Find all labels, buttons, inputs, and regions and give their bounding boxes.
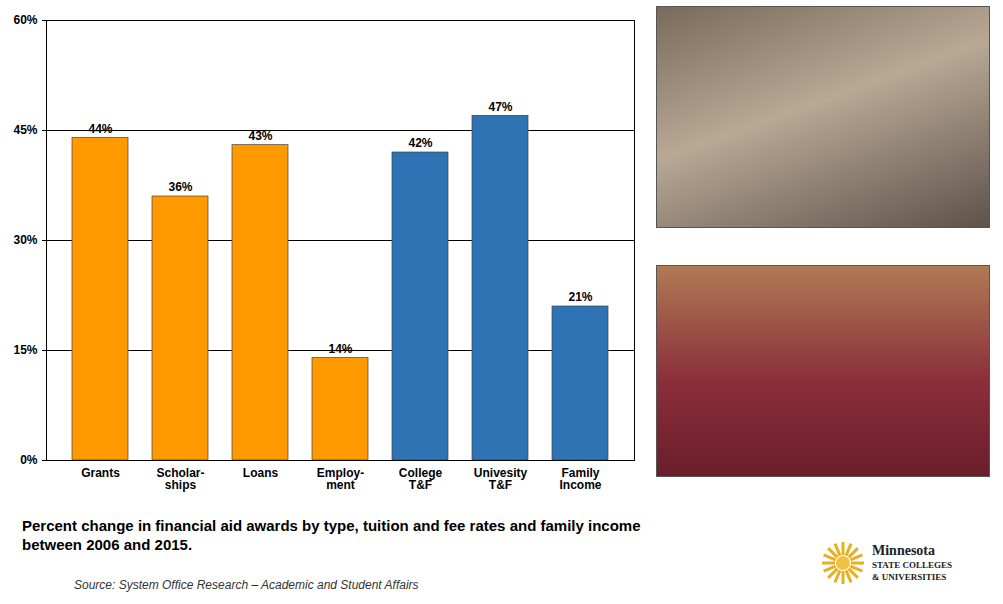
svg-text:UnivesityT&F: UnivesityT&F xyxy=(474,466,528,492)
svg-text:Grants: Grants xyxy=(81,466,120,480)
html-text:Percent change in financial ai: Percent change in financial aid awards b… xyxy=(22,517,641,553)
svg-text:Loans: Loans xyxy=(243,466,279,480)
html-text:Minnesota: Minnesota xyxy=(872,543,935,558)
svg-text:36%: 36% xyxy=(168,180,192,194)
svg-text:42%: 42% xyxy=(408,136,432,150)
svg-text:47%: 47% xyxy=(488,100,512,114)
svg-text:0%: 0% xyxy=(20,453,38,467)
svg-text:CollegeT&F: CollegeT&F xyxy=(399,466,443,492)
svg-text:60%: 60% xyxy=(13,13,37,27)
html-text:Source: System Office Research: Source: System Office Research – Academi… xyxy=(74,578,419,592)
svg-text:45%: 45% xyxy=(13,123,37,137)
html-text:& UNIVERSITIES: & UNIVERSITIES xyxy=(872,572,947,582)
svg-text:Employ-ment: Employ-ment xyxy=(317,466,364,492)
svg-text:14%: 14% xyxy=(328,342,352,356)
svg-text:30%: 30% xyxy=(13,233,37,247)
svg-text:44%: 44% xyxy=(88,122,112,136)
svg-text:15%: 15% xyxy=(13,343,37,357)
svg-text:FamilyIncome: FamilyIncome xyxy=(559,466,601,492)
svg-text:Scholar-ships: Scholar-ships xyxy=(156,466,204,492)
html-text:STATE COLLEGES: STATE COLLEGES xyxy=(872,560,952,570)
svg-text:21%: 21% xyxy=(568,290,592,304)
svg-text:43%: 43% xyxy=(248,129,272,143)
